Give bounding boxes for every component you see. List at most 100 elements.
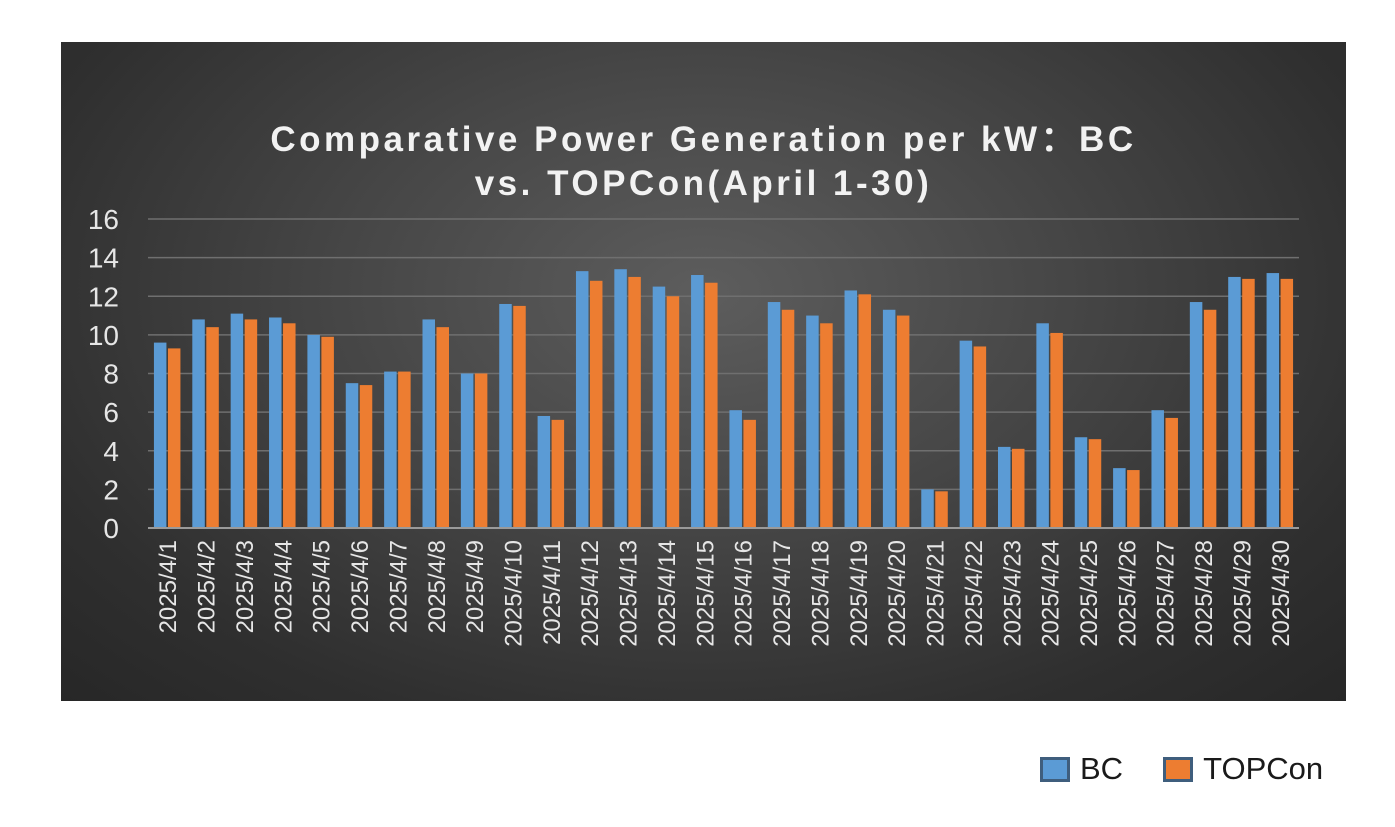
x-tick-label: 2025/4/7 [385, 540, 412, 633]
bar-topcon-2 [206, 327, 219, 528]
bar-topcon-4 [283, 323, 296, 528]
bar-bc-4 [269, 317, 282, 528]
x-tick-label: 2025/4/23 [999, 540, 1026, 647]
bar-bc-20 [882, 309, 896, 528]
x-tick-label: 2025/4/6 [347, 540, 374, 633]
bar-bc-3 [230, 313, 244, 528]
bar-topcon-19 [858, 294, 872, 528]
bar-topcon-27 [1165, 417, 1178, 528]
bar-topcon-15 [705, 282, 718, 528]
bar-topcon-23 [1012, 448, 1025, 528]
x-tick-label: 2025/4/14 [654, 540, 681, 647]
bar-topcon-21 [935, 491, 948, 528]
bar-bc-15 [691, 275, 704, 528]
y-tick-label: 16 [88, 204, 119, 235]
x-tick-label: 2025/4/4 [270, 540, 297, 633]
bar-topcon-24 [1050, 332, 1063, 528]
bar-topcon-29 [1242, 278, 1255, 528]
legend-swatch-bc [1040, 756, 1070, 782]
bar-bc-27 [1151, 410, 1164, 528]
x-tick-label: 2025/4/26 [1114, 540, 1141, 647]
x-tick-label: 2025/4/15 [692, 540, 719, 647]
bar-topcon-30 [1280, 278, 1294, 528]
bar-bc-10 [499, 303, 512, 528]
bar-bc-23 [998, 446, 1011, 528]
bar-topcon-26 [1127, 470, 1140, 528]
y-tick-label: 8 [103, 359, 119, 390]
y-tick-label: 14 [88, 243, 119, 274]
bar-bc-26 [1113, 468, 1126, 528]
x-tick-label: 2025/4/16 [731, 540, 758, 647]
bar-topcon-25 [1088, 439, 1102, 528]
bar-bc-8 [422, 319, 435, 528]
bar-bc-7 [384, 371, 397, 528]
y-tick-label: 4 [103, 436, 119, 467]
x-tick-label: 2025/4/5 [309, 540, 336, 633]
bar-topcon-16 [743, 419, 756, 528]
y-tick-label: 12 [88, 281, 119, 312]
y-tick-label: 2 [103, 474, 119, 505]
bar-bc-9 [460, 373, 474, 528]
bar-topcon-18 [820, 323, 833, 528]
x-tick-label: 2025/4/9 [462, 540, 489, 633]
bar-topcon-1 [167, 348, 181, 528]
legend-label-bc: BC [1080, 751, 1124, 786]
x-tick-label: 2025/4/17 [769, 540, 796, 647]
x-tick-label: 2025/4/2 [194, 540, 221, 633]
bar-bc-18 [806, 315, 819, 528]
y-tick-label: 0 [103, 513, 119, 544]
bar-topcon-9 [474, 373, 488, 528]
x-tick-label: 2025/4/19 [846, 540, 873, 647]
bar-bc-1 [153, 342, 167, 528]
bar-topcon-10 [513, 305, 526, 528]
x-tick-label: 2025/4/30 [1268, 540, 1295, 647]
bar-bc-5 [307, 334, 320, 528]
x-tick-label: 2025/4/12 [577, 540, 604, 647]
x-tick-label: 2025/4/3 [232, 540, 259, 633]
bar-topcon-20 [896, 315, 910, 528]
x-tick-label: 2025/4/10 [500, 540, 527, 647]
bar-bc-29 [1228, 276, 1241, 528]
bar-bc-17 [767, 302, 781, 528]
legend-label-topcon: TOPCon [1203, 751, 1324, 786]
bar-bc-6 [345, 383, 359, 528]
bar-bc-25 [1074, 437, 1088, 528]
x-tick-label: 2025/4/20 [884, 540, 911, 647]
legend-swatch-topcon [1163, 756, 1194, 782]
bar-bc-14 [652, 286, 666, 528]
x-tick-label: 2025/4/21 [923, 540, 950, 647]
bar-bc-30 [1266, 273, 1280, 528]
bar-topcon-3 [244, 319, 258, 528]
bar-topcon-13 [628, 276, 641, 528]
y-tick-label: 6 [103, 397, 119, 428]
x-tick-label: 2025/4/13 [616, 540, 643, 647]
bar-topcon-28 [1203, 309, 1217, 528]
bars [153, 269, 1294, 528]
x-tick-label: 2025/4/8 [424, 540, 451, 633]
x-tick-label: 2025/4/22 [961, 540, 988, 647]
bar-bc-22 [959, 340, 973, 528]
x-tick-label: 2025/4/18 [807, 540, 834, 647]
bar-bc-11 [537, 415, 551, 528]
y-tick-label: 10 [88, 320, 119, 351]
legend-item-topcon: TOPCon [1163, 751, 1323, 787]
x-tick-label: 2025/4/27 [1153, 540, 1180, 647]
bar-bc-2 [192, 319, 205, 528]
bar-topcon-11 [551, 419, 565, 528]
bar-bc-16 [729, 410, 742, 528]
x-tick-label: 2025/4/25 [1076, 540, 1103, 647]
chart-title-line-1: Comparative Power Generation per kW：BC [270, 120, 1137, 159]
x-tick-label: 2025/4/24 [1038, 540, 1065, 647]
bar-topcon-22 [973, 346, 987, 528]
bar-topcon-14 [666, 296, 680, 528]
chart-title: Comparative Power Generation per kW：BC v… [61, 118, 1346, 206]
chart-title-line-2: vs. TOPCon(April 1-30) [474, 164, 933, 203]
bar-chart-plot: 0 2 4 6 8 10 12 14 16 2025/4/1 2025/4/2 2025/4/3 202… [88, 204, 1299, 647]
bar-bc-28 [1189, 302, 1203, 528]
x-tick-label: 2025/4/28 [1191, 540, 1218, 647]
bar-topcon-7 [398, 371, 411, 528]
legend-item-bc: BC [1040, 751, 1123, 787]
gridlines [148, 218, 1299, 491]
x-tick-label: 2025/4/29 [1229, 540, 1256, 647]
x-tick-label: 2025/4/1 [155, 540, 182, 633]
